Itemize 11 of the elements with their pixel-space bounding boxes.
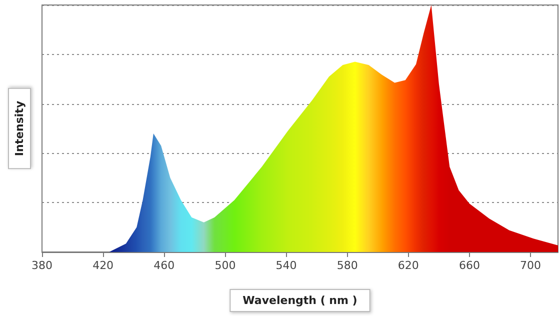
- x-tick-label: 460: [154, 259, 175, 272]
- x-axis-title: Wavelength ( nm ): [242, 294, 358, 307]
- y-axis-title: Intensity: [13, 100, 26, 156]
- x-tick-label: 660: [458, 259, 480, 272]
- x-tick-label: 700: [520, 259, 542, 272]
- x-tick-label: 380: [32, 259, 52, 272]
- x-tick-label: 540: [276, 259, 297, 272]
- x-tick-label: 500: [214, 259, 236, 272]
- x-tick-label: 620: [398, 259, 419, 272]
- x-tick-label: 420: [92, 259, 114, 272]
- x-tick-label: 580: [336, 259, 358, 272]
